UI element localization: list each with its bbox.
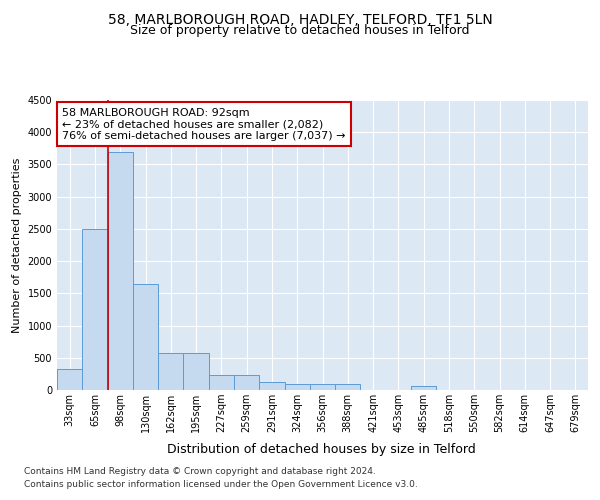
Text: Distribution of detached houses by size in Telford: Distribution of detached houses by size … — [167, 442, 475, 456]
Bar — [310, 384, 335, 390]
Bar — [284, 384, 310, 390]
Bar — [259, 382, 284, 390]
Bar — [335, 384, 361, 390]
Text: 58 MARLBOROUGH ROAD: 92sqm
← 23% of detached houses are smaller (2,082)
76% of s: 58 MARLBOROUGH ROAD: 92sqm ← 23% of deta… — [62, 108, 346, 141]
Bar — [158, 354, 184, 390]
Bar — [57, 368, 82, 390]
Bar — [82, 229, 107, 390]
Bar — [184, 354, 209, 390]
Text: Contains public sector information licensed under the Open Government Licence v3: Contains public sector information licen… — [24, 480, 418, 489]
Text: Contains HM Land Registry data © Crown copyright and database right 2024.: Contains HM Land Registry data © Crown c… — [24, 467, 376, 476]
Text: 58, MARLBOROUGH ROAD, HADLEY, TELFORD, TF1 5LN: 58, MARLBOROUGH ROAD, HADLEY, TELFORD, T… — [107, 12, 493, 26]
Y-axis label: Number of detached properties: Number of detached properties — [12, 158, 22, 332]
Bar — [411, 386, 436, 390]
Bar — [234, 375, 259, 390]
Bar — [133, 284, 158, 390]
Text: Size of property relative to detached houses in Telford: Size of property relative to detached ho… — [130, 24, 470, 37]
Bar — [209, 375, 234, 390]
Bar — [107, 152, 133, 390]
